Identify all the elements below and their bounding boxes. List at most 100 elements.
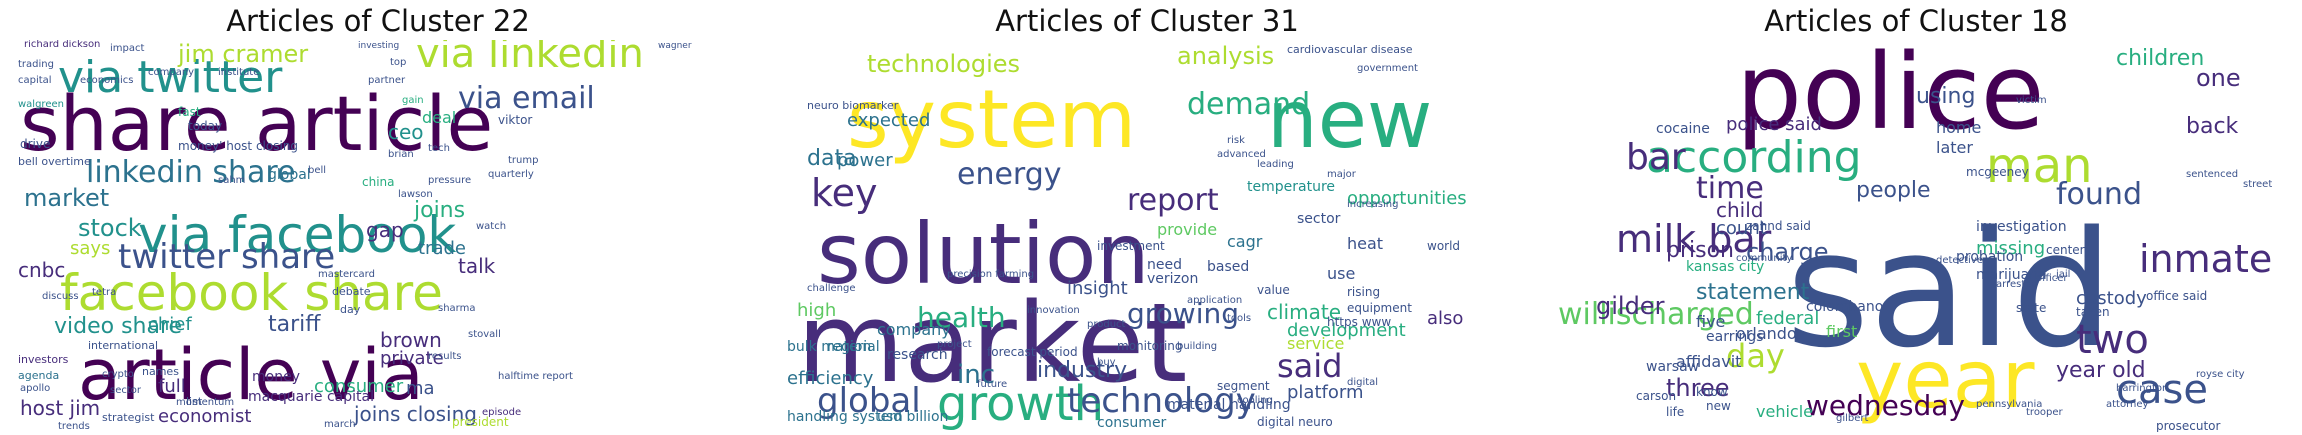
cloud-word: investing (358, 41, 400, 51)
cloud-word: joins closing (354, 402, 477, 426)
cloud-word: digital neuro (1257, 415, 1333, 429)
cloud-word: carson (1636, 389, 1677, 403)
cloud-word: jail (2056, 269, 2071, 280)
cloud-word: sector (1297, 211, 1341, 227)
cloud-word: consumer (1097, 415, 1167, 431)
cloud-word: key (811, 171, 878, 215)
cloud-word: growth (937, 376, 1105, 432)
cloud-word: segment (1217, 379, 1270, 393)
cloud-word: linkedin share (86, 155, 296, 190)
cloud-word: mastercard (318, 269, 375, 280)
cloud-word: halftime report (498, 371, 573, 382)
cloud-word: children (2116, 46, 2205, 71)
cloud-word: trooper (2026, 407, 2063, 418)
cloud-word: strategist (102, 411, 155, 424)
cloud-word: police said (1726, 114, 1822, 135)
cloud-word: system (847, 73, 1137, 166)
cloud-word: statement (1696, 280, 1810, 305)
cloud-word: richard dickson (24, 40, 101, 50)
cloud-word: expected (847, 110, 931, 131)
cloud-word: watch (476, 221, 507, 232)
cloud-word: product (1087, 319, 1126, 330)
cloud-word: based (1207, 259, 1250, 275)
cloud-word: monitoring (1117, 339, 1183, 353)
cloud-word: street (2243, 179, 2272, 190)
cloud-word: economist (158, 406, 252, 427)
cloud-word: five (1696, 312, 1726, 331)
cloud-word: victim (2016, 95, 2047, 106)
cloud-word: forecast period (987, 345, 1078, 359)
cluster-panel-18: Articles of Cluster 18 said police year … (1546, 0, 2286, 435)
cloud-word: provide (1157, 220, 1218, 239)
cloud-word: https www (1327, 315, 1392, 329)
cloud-word: trade (418, 238, 466, 259)
cloud-word: bulk material (787, 339, 880, 355)
cloud-word: affidavit (1676, 352, 1742, 371)
cloud-word: cagr (1227, 232, 1263, 251)
cloud-word: time (1696, 171, 1764, 206)
cloud-word: service (1287, 334, 1345, 353)
cloud-word: china (362, 175, 395, 189)
cloud-word: agenda (18, 369, 60, 382)
cloud-word: growing (1127, 297, 1239, 330)
cloud-word: efficiency (787, 368, 874, 389)
cloud-word: case (2116, 367, 2208, 413)
cluster-panel-31: Articles of Cluster 31 market solution s… (777, 0, 1517, 435)
cloud-word: research (887, 347, 948, 363)
cloud-word: cnbc (18, 258, 66, 282)
cloud-word: detective (1936, 255, 1983, 266)
cloud-word: world (1427, 239, 1461, 253)
cloud-word: institute (218, 67, 260, 78)
cloud-word: willischarged (1558, 297, 1754, 332)
cloud-word: solution (817, 205, 1150, 303)
cloud-word: high (797, 300, 837, 321)
cloud-word: momentum (176, 397, 235, 408)
cloud-word: marijuana (1976, 267, 2047, 283)
cloud-word: office said (2146, 289, 2208, 303)
cloud-word: wagner (658, 41, 692, 51)
cloud-word: heat (1347, 234, 1384, 253)
cloud-word: video share (54, 314, 183, 339)
panel-title: Articles of Cluster 31 (995, 4, 1299, 38)
cloud-word: need (1147, 257, 1182, 273)
cloud-word: milk bar (1616, 217, 1772, 261)
cloud-word: fast (178, 105, 201, 119)
cloud-word: quarterly (488, 169, 534, 180)
cloud-word: probation (1956, 249, 2024, 265)
cloud-word: lawson (398, 189, 433, 200)
cloud-word: full (158, 376, 186, 397)
cloud-word: leading (1257, 159, 1294, 170)
cloud-word: platform (1287, 382, 1364, 403)
cloud-word: money (252, 369, 300, 385)
cloud-word: said (1277, 347, 1343, 385)
cloud-word: gilbert (1836, 413, 1869, 424)
cloud-word: community (1736, 253, 1793, 264)
cloud-word: cardiovascular disease (1287, 43, 1413, 56)
panel-title: Articles of Cluster 18 (1764, 4, 2068, 38)
cloud-word: advanced (1217, 149, 1266, 160)
cloud-word: report (1127, 183, 1219, 218)
cloud-word: gain (402, 95, 424, 106)
cloud-word: article via (78, 334, 424, 416)
cloud-word: macquarie capital (248, 389, 374, 405)
cloud-word: trends (58, 421, 90, 432)
cloud-word: money' host closing (178, 139, 299, 153)
cloud-word: ceo (388, 120, 424, 144)
cloud-word: cocaine (1656, 121, 1710, 137)
cloud-word: stock (78, 214, 142, 242)
cloud-word: company (148, 67, 195, 78)
cloud-word: sharma (438, 303, 476, 314)
cloud-word: brian (388, 149, 414, 160)
cloud-word: analysis (1177, 42, 1275, 70)
cloud-word: prosecutor (2156, 419, 2221, 432)
cloud-word: first (1826, 322, 1858, 341)
cloud-word: project (937, 339, 972, 350)
cloud-word: rising (1347, 285, 1381, 299)
cloud-word: orlando (1736, 324, 1797, 343)
cloud-word: jim cramer (178, 40, 309, 68)
cloud-word: three (1666, 374, 1730, 402)
cloud-word: consumer (314, 376, 404, 397)
cloud-word: tech (428, 143, 450, 154)
cloud-word: temperature (1247, 179, 1335, 195)
cloud-word: count (1716, 218, 1767, 239)
